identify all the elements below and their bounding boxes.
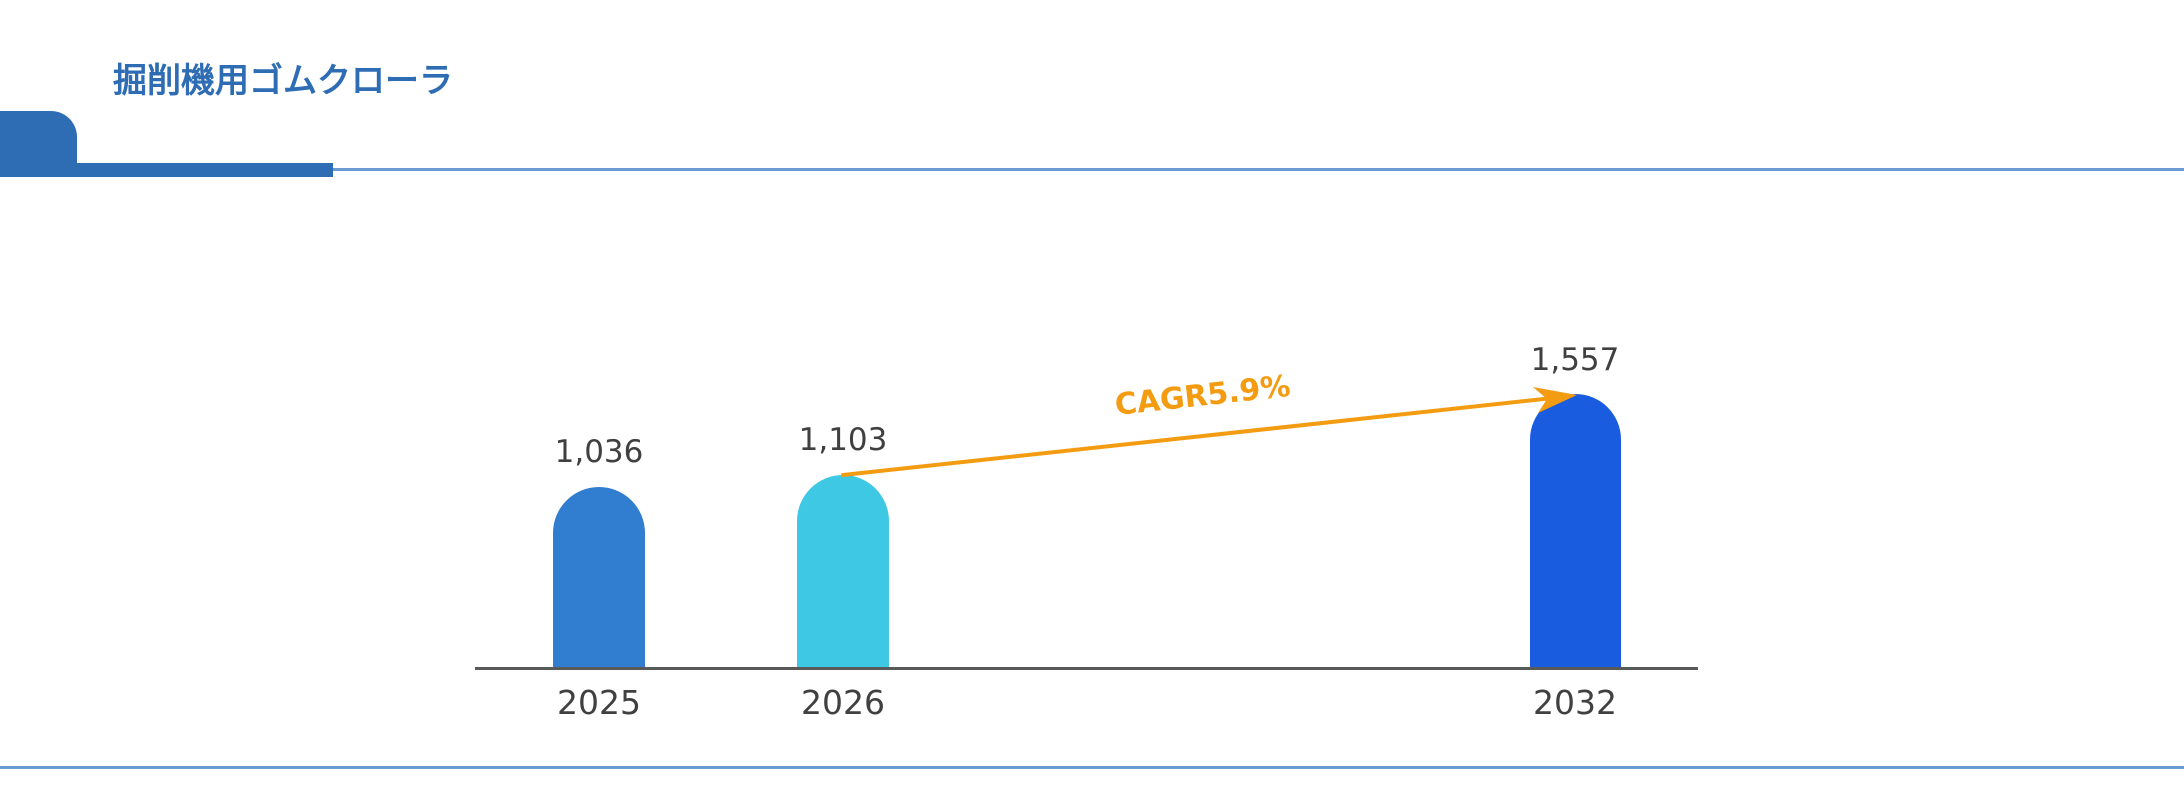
bar-2026 <box>797 475 889 668</box>
x-tick-2026: 2026 <box>801 683 885 722</box>
header-underline-thin <box>333 168 2184 171</box>
x-axis-line <box>475 667 1698 670</box>
value-label-2025: 1,036 <box>554 434 644 470</box>
header-underline-thick <box>0 163 333 177</box>
bar-2025 <box>553 487 645 668</box>
footer-divider <box>0 766 2184 769</box>
x-tick-2025: 2025 <box>557 683 641 722</box>
value-label-2026: 1,103 <box>798 422 888 458</box>
value-label-2032: 1,557 <box>1530 342 1620 378</box>
page-title: 掘削機用ゴムクローラ <box>113 61 453 101</box>
bar-2032 <box>1530 394 1621 668</box>
x-tick-2032: 2032 <box>1533 683 1617 722</box>
